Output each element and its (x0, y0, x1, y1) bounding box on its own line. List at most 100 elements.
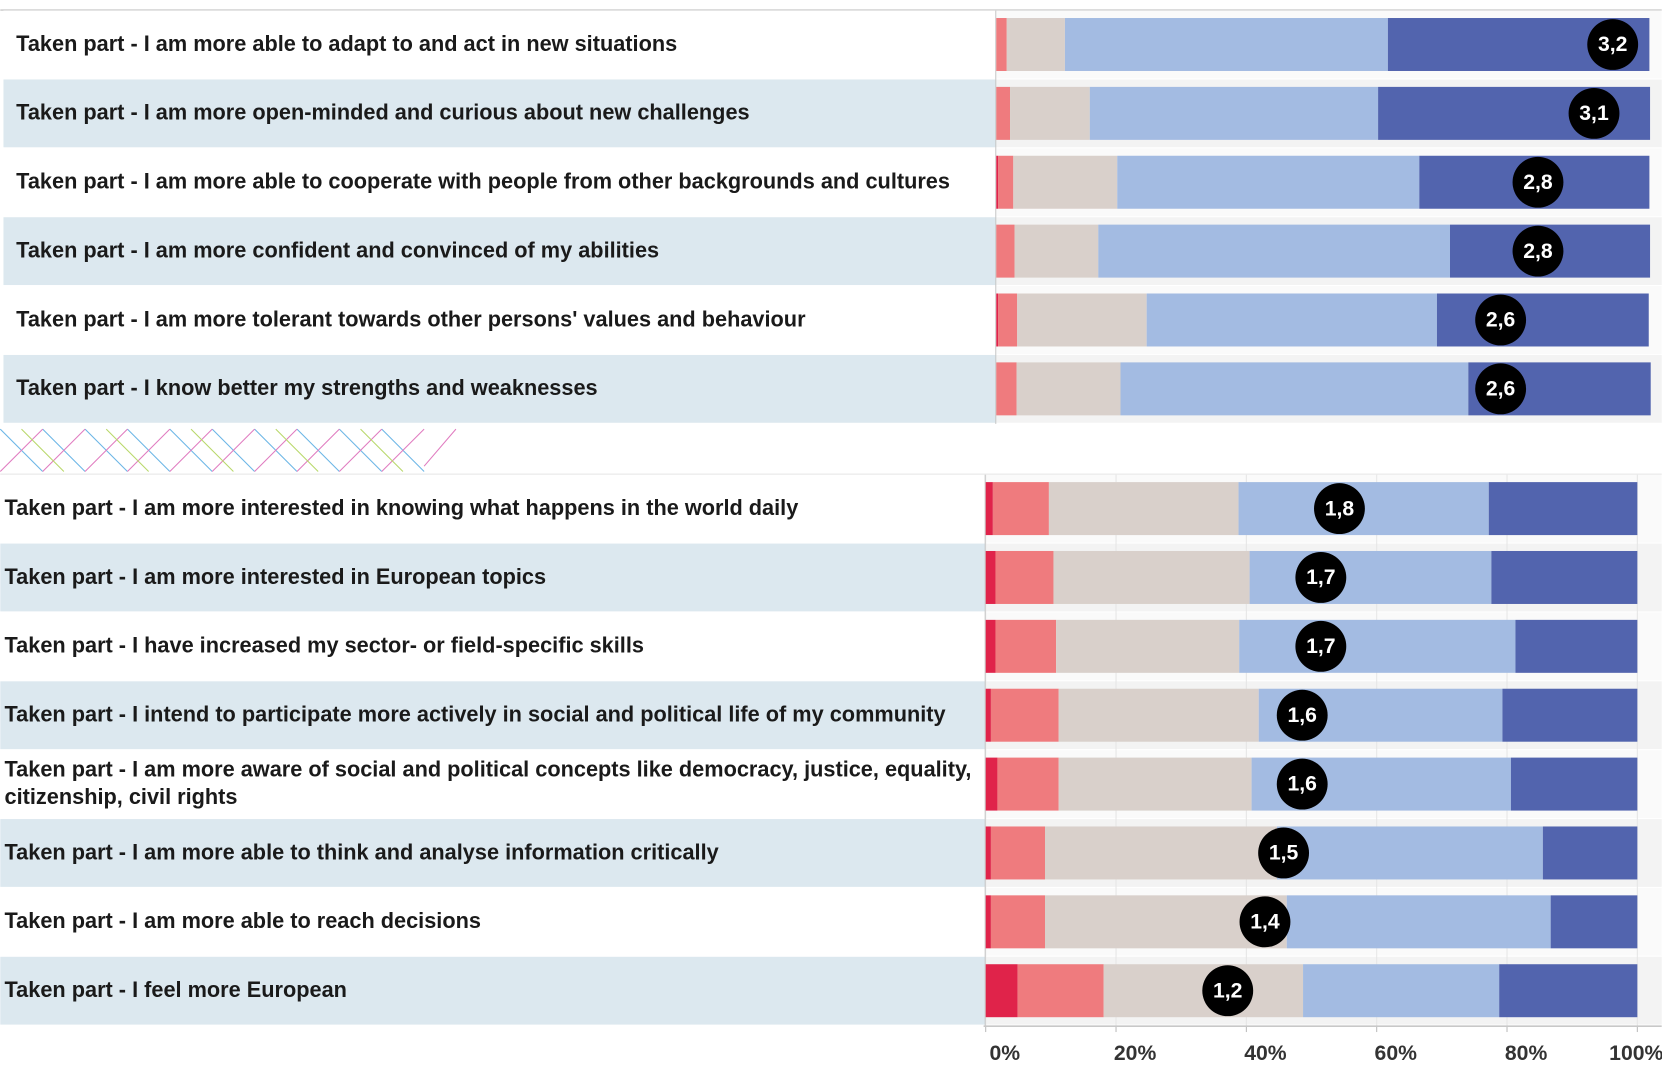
category-label-box: Taken part - I am more able to adapt to … (16, 11, 980, 79)
bar-segment (986, 895, 991, 948)
bar-segment (1065, 18, 1388, 71)
bar-segment (1491, 551, 1637, 604)
bar-segment (1059, 689, 1259, 742)
category-label-box: Taken part - I am more interested in Eur… (5, 544, 982, 612)
bar-segment (993, 482, 1049, 535)
category-label: Taken part - I feel more European (5, 957, 982, 1025)
score-label: 1,2 (1213, 979, 1242, 1002)
bar-segment (986, 620, 996, 673)
x-tick-label: 0% (989, 1042, 1020, 1065)
category-label-box: Taken part - I feel more European (5, 957, 982, 1025)
bar-segment (1007, 18, 1065, 71)
category-label: Taken part - I am more able to think and… (5, 819, 982, 887)
category-label: Taken part - I am more able to reach dec… (5, 888, 982, 956)
bar-segment (1010, 87, 1090, 140)
bar-segment (1121, 362, 1469, 415)
bar-segment (1053, 551, 1249, 604)
x-tick-label: 80% (1505, 1042, 1548, 1065)
bar-segment (1045, 826, 1277, 879)
bar-segment (1250, 551, 1492, 604)
bar-segment (986, 689, 991, 742)
bar-segment (1018, 964, 1104, 1017)
category-label: Taken part - I am more able to cooperate… (16, 148, 980, 216)
bar-segment (986, 551, 996, 604)
bar-segment (996, 294, 998, 347)
bar-segment (998, 156, 1013, 209)
score-label: 1,7 (1306, 635, 1335, 658)
bar-segment (991, 689, 1059, 742)
bar-segment (1437, 294, 1649, 347)
x-tick-label: 40% (1244, 1042, 1287, 1065)
bar-segment (1117, 156, 1419, 209)
score-label: 1,7 (1306, 566, 1335, 589)
bar-segment (1502, 689, 1637, 742)
bar-segment (1147, 294, 1437, 347)
bar-segment (1489, 482, 1638, 535)
category-label-box: Taken part - I am more able to think and… (5, 819, 982, 887)
category-label: Taken part - I intend to participate mor… (5, 681, 982, 749)
score-label: 3,2 (1598, 33, 1627, 56)
bar-segment (996, 18, 1006, 71)
category-label: Taken part - I am more tolerant towards … (16, 286, 980, 354)
category-label: Taken part - I am more able to adapt to … (16, 11, 980, 79)
bar-segment (1551, 895, 1638, 948)
bar-segment (1013, 156, 1117, 209)
category-label-box: Taken part - I am more confident and con… (16, 217, 980, 285)
category-label: Taken part - I am more open-minded and c… (16, 79, 980, 147)
bar-segment (1098, 225, 1450, 278)
score-label: 1,5 (1269, 842, 1299, 865)
bar-segment (995, 620, 1056, 673)
bar-segment (996, 156, 998, 209)
bar-segment (1015, 225, 1099, 278)
score-label: 1,4 (1250, 910, 1280, 933)
bar-segment (986, 826, 991, 879)
bar-segment (995, 551, 1053, 604)
chart: Taken part - I am more able to adapt to … (0, 0, 1662, 1067)
decoration (0, 429, 456, 471)
score-label: 2,6 (1486, 378, 1516, 401)
bar-segment (996, 225, 1014, 278)
bar-segment (998, 294, 1017, 347)
score-label: 1,6 (1287, 704, 1317, 727)
bar-segment (1239, 620, 1515, 673)
category-label-box: Taken part - I am more aware of social a… (5, 750, 982, 818)
bar-segment (1515, 620, 1637, 673)
bar-segment (1543, 826, 1637, 879)
category-label-box: Taken part - I am more tolerant towards … (16, 286, 980, 354)
category-label-box: Taken part - I have increased my sector-… (5, 612, 982, 680)
category-label: Taken part - I am more aware of social a… (5, 750, 982, 818)
bar-segment (996, 362, 1016, 415)
bar-segment (986, 482, 993, 535)
score-label: 1,6 (1287, 773, 1317, 796)
bar-segment (997, 758, 1058, 811)
bar-segment (1056, 620, 1239, 673)
x-tick-label: 20% (1114, 1042, 1157, 1065)
category-label: Taken part - I have increased my sector-… (5, 612, 982, 680)
score-label: 2,8 (1523, 240, 1553, 263)
category-label-box: Taken part - I am more interested in kno… (5, 475, 982, 543)
x-tick-label: 100% (1609, 1042, 1662, 1065)
bar-segment (1017, 362, 1121, 415)
bar-segment (1287, 895, 1551, 948)
score-label: 3,1 (1579, 102, 1609, 125)
bar-segment (1049, 482, 1239, 535)
bar-segment (1059, 758, 1252, 811)
category-label-box: Taken part - I am more able to cooperate… (16, 148, 980, 216)
bar-segment (1090, 87, 1378, 140)
bar-segment (1511, 758, 1637, 811)
score-label: 2,6 (1486, 309, 1516, 332)
category-label: Taken part - I am more interested in kno… (5, 475, 982, 543)
category-label-box: Taken part - I know better my strengths … (16, 355, 980, 423)
score-label: 1,8 (1325, 497, 1355, 520)
category-label: Taken part - I am more confident and con… (16, 217, 980, 285)
bar-segment (1017, 294, 1146, 347)
bar-segment (986, 758, 998, 811)
category-label: Taken part - I am more interested in Eur… (5, 544, 982, 612)
bar-segment (1303, 964, 1499, 1017)
score-label: 2,8 (1523, 171, 1553, 194)
category-label-box: Taken part - I am more able to reach dec… (5, 888, 982, 956)
category-label-box: Taken part - I am more open-minded and c… (16, 79, 980, 147)
bar-segment (986, 964, 1018, 1017)
bar-segment (996, 87, 1010, 140)
category-label-box: Taken part - I intend to participate mor… (5, 681, 982, 749)
